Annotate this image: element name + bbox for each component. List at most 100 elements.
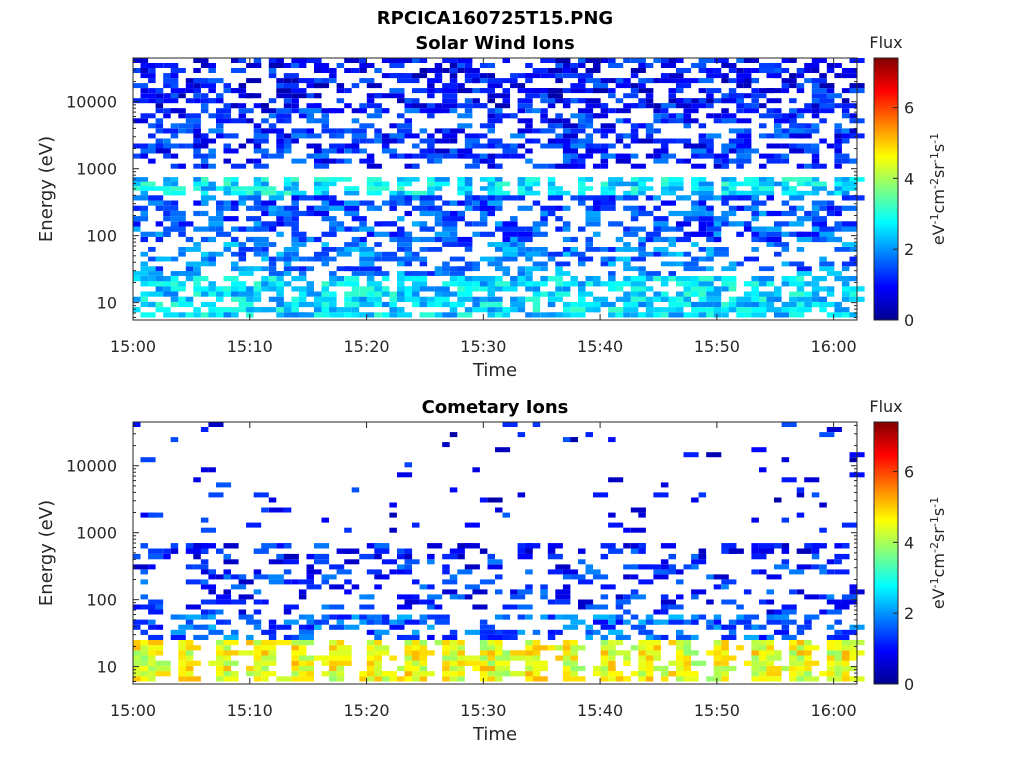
- flux-cell: [253, 221, 262, 227]
- flux-cell: [389, 190, 405, 196]
- flux-cell: [216, 640, 224, 646]
- flux-cell: [155, 148, 171, 154]
- flux-cell: [155, 143, 171, 149]
- flux-cell: [261, 177, 269, 182]
- flux-cell: [495, 163, 503, 169]
- flux-cell: [706, 619, 714, 625]
- flux-cell: [510, 216, 518, 222]
- flux-cell: [276, 276, 284, 282]
- flux-cell: [336, 619, 345, 625]
- flux-cell: [502, 604, 518, 610]
- flux-cell: [676, 58, 684, 63]
- flux-cell: [653, 276, 661, 282]
- flux-cell: [336, 226, 345, 232]
- flux-cell: [841, 660, 850, 666]
- flux-cell: [329, 200, 345, 206]
- flux-cell: [638, 543, 646, 549]
- flux-cell: [608, 676, 624, 682]
- flux-cell: [321, 517, 329, 523]
- flux-cell: [781, 281, 790, 287]
- flux-cell: [495, 276, 503, 282]
- flux-cell: [698, 296, 707, 302]
- flux-cell: [562, 660, 571, 666]
- flux-cell: [449, 660, 458, 666]
- flux-cell: [412, 78, 420, 84]
- flux-cell: [133, 58, 149, 63]
- flux-cell: [615, 599, 631, 605]
- flux-cell: [329, 68, 337, 73]
- flux-cell: [200, 103, 209, 109]
- flux-cell: [683, 312, 691, 318]
- flux-cell: [789, 281, 805, 287]
- flux-cell: [525, 158, 533, 164]
- flux-cell: [298, 579, 314, 585]
- flux-cell: [140, 181, 156, 187]
- flux-cell: [427, 181, 443, 187]
- flux-cell: [178, 655, 186, 661]
- flux-cell: [208, 78, 224, 84]
- flux-cell: [238, 83, 247, 89]
- flux-cell: [713, 301, 722, 308]
- flux-cell: [298, 660, 307, 666]
- flux-cell: [148, 247, 156, 252]
- flux-cell: [404, 247, 412, 252]
- flux-cell: [713, 655, 729, 661]
- flux-cell: [366, 103, 382, 109]
- flux-cell: [713, 236, 722, 243]
- flux-cell: [789, 640, 797, 646]
- flux-cell: [713, 286, 722, 292]
- flux-cell: [193, 88, 201, 94]
- flux-cell: [585, 118, 593, 124]
- flux-cell: [495, 190, 511, 196]
- flux-cell: [397, 261, 405, 267]
- flux-cell: [321, 301, 329, 308]
- flux-cell: [178, 123, 194, 129]
- flux-cell: [728, 543, 737, 549]
- flux-cell: [200, 559, 209, 565]
- flux-cell: [759, 640, 767, 646]
- flux-cell: [298, 671, 314, 677]
- flux-cell: [291, 650, 299, 656]
- flux-cell: [291, 640, 299, 646]
- flux-cell: [140, 655, 148, 661]
- flux-cell: [623, 247, 639, 252]
- flux-cell: [759, 660, 767, 666]
- flux-cell: [555, 291, 571, 297]
- flux-cell: [638, 138, 654, 144]
- flux-cell: [140, 251, 148, 257]
- flux-cell: [721, 645, 729, 651]
- flux-cell: [804, 281, 812, 287]
- flux-cell: [170, 68, 186, 73]
- flux-cell: [427, 108, 443, 114]
- flux-cell: [442, 660, 458, 666]
- flux-cell: [163, 128, 179, 134]
- flux-cell: [374, 665, 382, 672]
- flux-cell: [743, 589, 752, 595]
- flux-cell: [200, 200, 209, 206]
- flux-cell: [487, 177, 495, 182]
- flux-cell: [774, 312, 790, 318]
- flux-cell: [314, 68, 322, 73]
- flux-cell: [261, 286, 277, 292]
- flux-cell: [691, 231, 707, 237]
- flux-cell: [510, 153, 526, 159]
- flux-cell: [223, 640, 239, 646]
- colorbar-tick-label: 0: [904, 311, 914, 330]
- flux-cell: [502, 271, 510, 276]
- flux-cell: [193, 68, 201, 73]
- flux-cell: [578, 301, 594, 308]
- flux-cell: [442, 266, 450, 272]
- flux-cell: [268, 256, 277, 262]
- flux-cell: [593, 200, 609, 206]
- flux-cell: [163, 205, 179, 211]
- flux-cell: [668, 296, 676, 302]
- flux-cell: [133, 205, 141, 211]
- flux-cell: [298, 676, 314, 682]
- flux-cell: [683, 660, 691, 666]
- flux-cell: [397, 614, 413, 620]
- flux-cell: [419, 256, 428, 262]
- flux-cell: [223, 242, 239, 247]
- flux-cell: [804, 543, 820, 549]
- flux-cell: [630, 286, 646, 292]
- flux-cell: [759, 548, 775, 554]
